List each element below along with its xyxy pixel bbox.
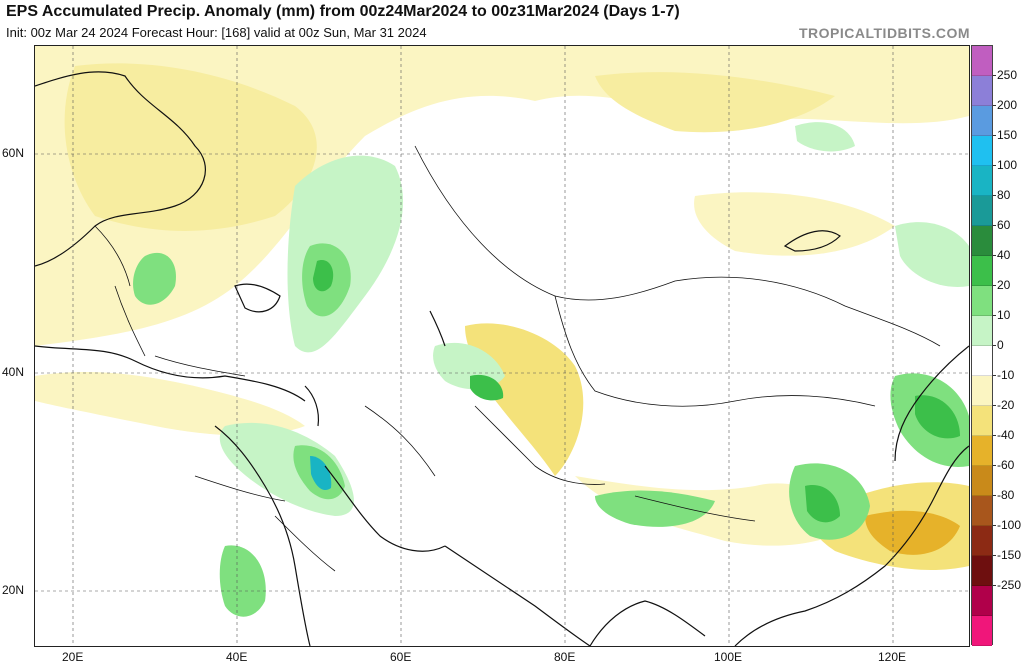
colorbar-label: 40 <box>997 248 1011 262</box>
colorbar-swatch <box>972 526 992 556</box>
colorbar-swatch <box>972 76 992 106</box>
colorbar-label: 80 <box>997 188 1011 202</box>
colorbar-tick <box>993 105 996 106</box>
colorbar-swatch <box>972 106 992 136</box>
colorbar-label: -20 <box>997 398 1015 412</box>
map-subtitle: Init: 00z Mar 24 2024 Forecast Hour: [16… <box>6 25 427 40</box>
colorbar-swatch <box>972 346 992 376</box>
lon-label-80e: 80E <box>554 650 576 664</box>
colorbar-label: 0 <box>997 338 1004 352</box>
lon-label-60e: 60E <box>390 650 412 664</box>
colorbar-tick <box>993 435 996 436</box>
colorbar-label: 250 <box>997 68 1018 82</box>
brand-watermark[interactable]: TROPICALTIDBITS.COM <box>798 25 970 41</box>
colorbar-swatch <box>972 466 992 496</box>
colorbar-label: 200 <box>997 98 1018 112</box>
colorbar-tick <box>993 225 996 226</box>
colorbar-swatch <box>972 226 992 256</box>
colorbar-swatch <box>972 376 992 406</box>
colorbar-tick <box>993 405 996 406</box>
colorbar-label: -150 <box>997 548 1022 562</box>
colorbar-tick <box>993 585 996 586</box>
colorbar-tick <box>993 525 996 526</box>
colorbar-label: -10 <box>997 368 1015 382</box>
colorbar-tick <box>993 285 996 286</box>
colorbar-tick <box>993 345 996 346</box>
colorbar-swatch <box>972 316 992 346</box>
colorbar-tick <box>993 375 996 376</box>
political-borders <box>94 145 941 572</box>
wet-anomaly-shading <box>133 122 969 617</box>
colorbar-swatch <box>972 586 992 616</box>
colorbar-tick <box>993 75 996 76</box>
colorbar-swatch <box>972 136 992 166</box>
colorbar-label: -40 <box>997 428 1015 442</box>
colorbar-label: 60 <box>997 218 1011 232</box>
colorbar-label: -100 <box>997 518 1022 532</box>
colorbar-swatch <box>972 436 992 466</box>
colorbar-label: -250 <box>997 578 1022 592</box>
colorbar-swatch <box>972 196 992 226</box>
colorbar-label: -60 <box>997 458 1015 472</box>
colorbar-tick <box>993 315 996 316</box>
colorbar-tick <box>993 465 996 466</box>
lat-label-20n: 20N <box>2 583 25 597</box>
coastlines-borders <box>35 71 969 646</box>
colorbar-swatch <box>972 46 992 76</box>
colorbar-swatch <box>972 166 992 196</box>
colorbar-tick <box>993 165 996 166</box>
colorbar-label: 100 <box>997 158 1018 172</box>
colorbar-tick <box>993 555 996 556</box>
lon-label-20e: 20E <box>62 650 84 664</box>
colorbar-tick <box>993 495 996 496</box>
colorbar-label: 10 <box>997 308 1011 322</box>
precip-anomaly-colorbar <box>971 45 993 646</box>
colorbar-tick <box>993 255 996 256</box>
colorbar-swatch <box>972 556 992 586</box>
colorbar-tick <box>993 195 996 196</box>
colorbar-tick <box>993 135 996 136</box>
lon-label-120e: 120E <box>878 650 907 664</box>
lat-label-60n: 60N <box>2 146 25 160</box>
map-canvas <box>35 46 969 646</box>
colorbar-swatch <box>972 496 992 526</box>
dry-anomaly-shading <box>35 46 969 571</box>
lon-label-100e: 100E <box>714 650 743 664</box>
lon-label-40e: 40E <box>226 650 248 664</box>
colorbar-label: 150 <box>997 128 1018 142</box>
colorbar-label: -80 <box>997 488 1015 502</box>
colorbar-swatch <box>972 256 992 286</box>
graticule <box>35 46 969 646</box>
colorbar-swatch <box>972 406 992 436</box>
lat-label-40n: 40N <box>2 365 25 379</box>
colorbar-swatch <box>972 616 992 646</box>
map-title: EPS Accumulated Precip. Anomaly (mm) fro… <box>6 3 680 20</box>
colorbar-label: 20 <box>997 278 1011 292</box>
colorbar-swatch <box>972 286 992 316</box>
precip-anomaly-map <box>34 45 970 647</box>
